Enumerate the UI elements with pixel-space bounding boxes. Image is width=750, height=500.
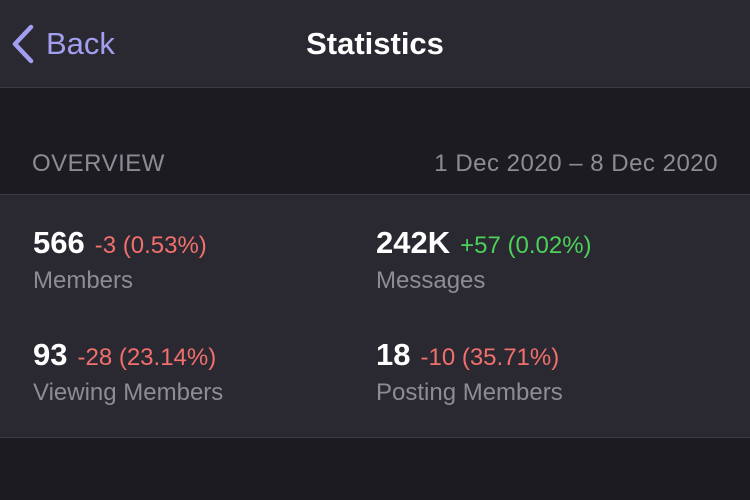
back-label: Back (46, 26, 115, 61)
stats-panel: 566 -3 (0.53%) Members 242K +57 (0.02%) … (0, 194, 750, 438)
stat-delta: -28 (23.14%) (77, 344, 217, 371)
stat-delta: +57 (0.02%) (460, 232, 592, 259)
stat-value: 566 (33, 225, 85, 260)
stat-label: Messages (376, 267, 486, 294)
stat-label: Viewing Members (33, 379, 224, 406)
stat-label: Members (33, 267, 134, 294)
stat-viewing-members: 93 -28 (23.14%) Viewing Members (33, 337, 363, 407)
navigation-bar: Back Statistics (0, 0, 750, 88)
stat-value: 93 (33, 337, 68, 372)
page-title: Statistics (306, 26, 444, 61)
stat-messages: 242K +57 (0.02%) Messages (376, 225, 706, 295)
stat-delta: -10 (35.71%) (420, 344, 560, 371)
stat-label: Posting Members (376, 379, 563, 406)
chevron-left-icon (12, 24, 34, 64)
stat-delta: -3 (0.53%) (94, 232, 207, 259)
stat-value: 18 (376, 337, 411, 372)
overview-section-header: OVERVIEW 1 Dec 2020 – 8 Dec 2020 (0, 140, 750, 188)
stat-members: 566 -3 (0.53%) Members (33, 225, 363, 295)
date-range: 1 Dec 2020 – 8 Dec 2020 (434, 150, 718, 177)
stat-posting-members: 18 -10 (35.71%) Posting Members (376, 337, 706, 407)
back-button[interactable]: Back (12, 20, 115, 68)
overview-label: OVERVIEW (32, 150, 165, 177)
stat-value: 242K (376, 225, 451, 260)
